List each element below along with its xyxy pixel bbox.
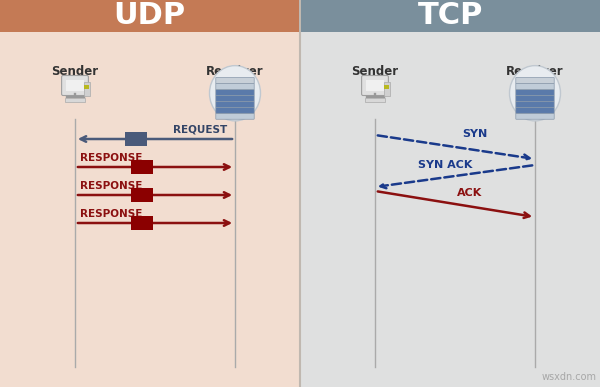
Bar <box>65 98 85 102</box>
Text: wsxdn.com: wsxdn.com <box>542 372 597 382</box>
FancyBboxPatch shape <box>62 75 88 96</box>
Text: ACK: ACK <box>457 188 482 198</box>
Text: SYN ACK: SYN ACK <box>418 160 472 170</box>
Text: RESPONSE: RESPONSE <box>80 153 142 163</box>
Bar <box>385 85 389 89</box>
FancyBboxPatch shape <box>216 77 254 84</box>
FancyBboxPatch shape <box>362 75 388 96</box>
Text: RESPONSE: RESPONSE <box>80 209 142 219</box>
FancyBboxPatch shape <box>216 84 254 89</box>
Text: Receiver: Receiver <box>506 65 564 78</box>
Text: UDP: UDP <box>113 2 185 31</box>
Bar <box>83 82 90 96</box>
FancyBboxPatch shape <box>516 107 554 113</box>
Bar <box>0 0 299 32</box>
Ellipse shape <box>209 66 260 121</box>
FancyBboxPatch shape <box>516 101 554 107</box>
Bar <box>0 0 299 387</box>
FancyBboxPatch shape <box>216 107 254 113</box>
Bar <box>131 160 153 174</box>
Text: Sender: Sender <box>52 65 98 78</box>
Bar <box>131 188 153 202</box>
Bar <box>365 98 385 102</box>
Bar <box>85 85 89 89</box>
FancyBboxPatch shape <box>216 101 254 107</box>
FancyBboxPatch shape <box>216 89 254 96</box>
FancyBboxPatch shape <box>216 113 254 119</box>
Bar <box>131 216 153 230</box>
FancyBboxPatch shape <box>516 89 554 96</box>
Text: Receiver: Receiver <box>206 65 264 78</box>
Ellipse shape <box>509 66 560 121</box>
Bar <box>125 132 147 146</box>
Bar <box>301 0 600 32</box>
Text: REQUEST: REQUEST <box>173 125 227 135</box>
Bar <box>65 80 85 91</box>
Bar <box>365 80 385 91</box>
FancyBboxPatch shape <box>216 95 254 101</box>
Text: Sender: Sender <box>352 65 398 78</box>
FancyBboxPatch shape <box>516 113 554 119</box>
FancyBboxPatch shape <box>516 84 554 89</box>
Bar <box>383 82 391 96</box>
Bar <box>301 0 600 387</box>
FancyBboxPatch shape <box>516 77 554 84</box>
Text: SYN: SYN <box>463 129 488 139</box>
FancyBboxPatch shape <box>516 95 554 101</box>
Text: TCP: TCP <box>418 2 484 31</box>
Text: RESPONSE: RESPONSE <box>80 181 142 191</box>
